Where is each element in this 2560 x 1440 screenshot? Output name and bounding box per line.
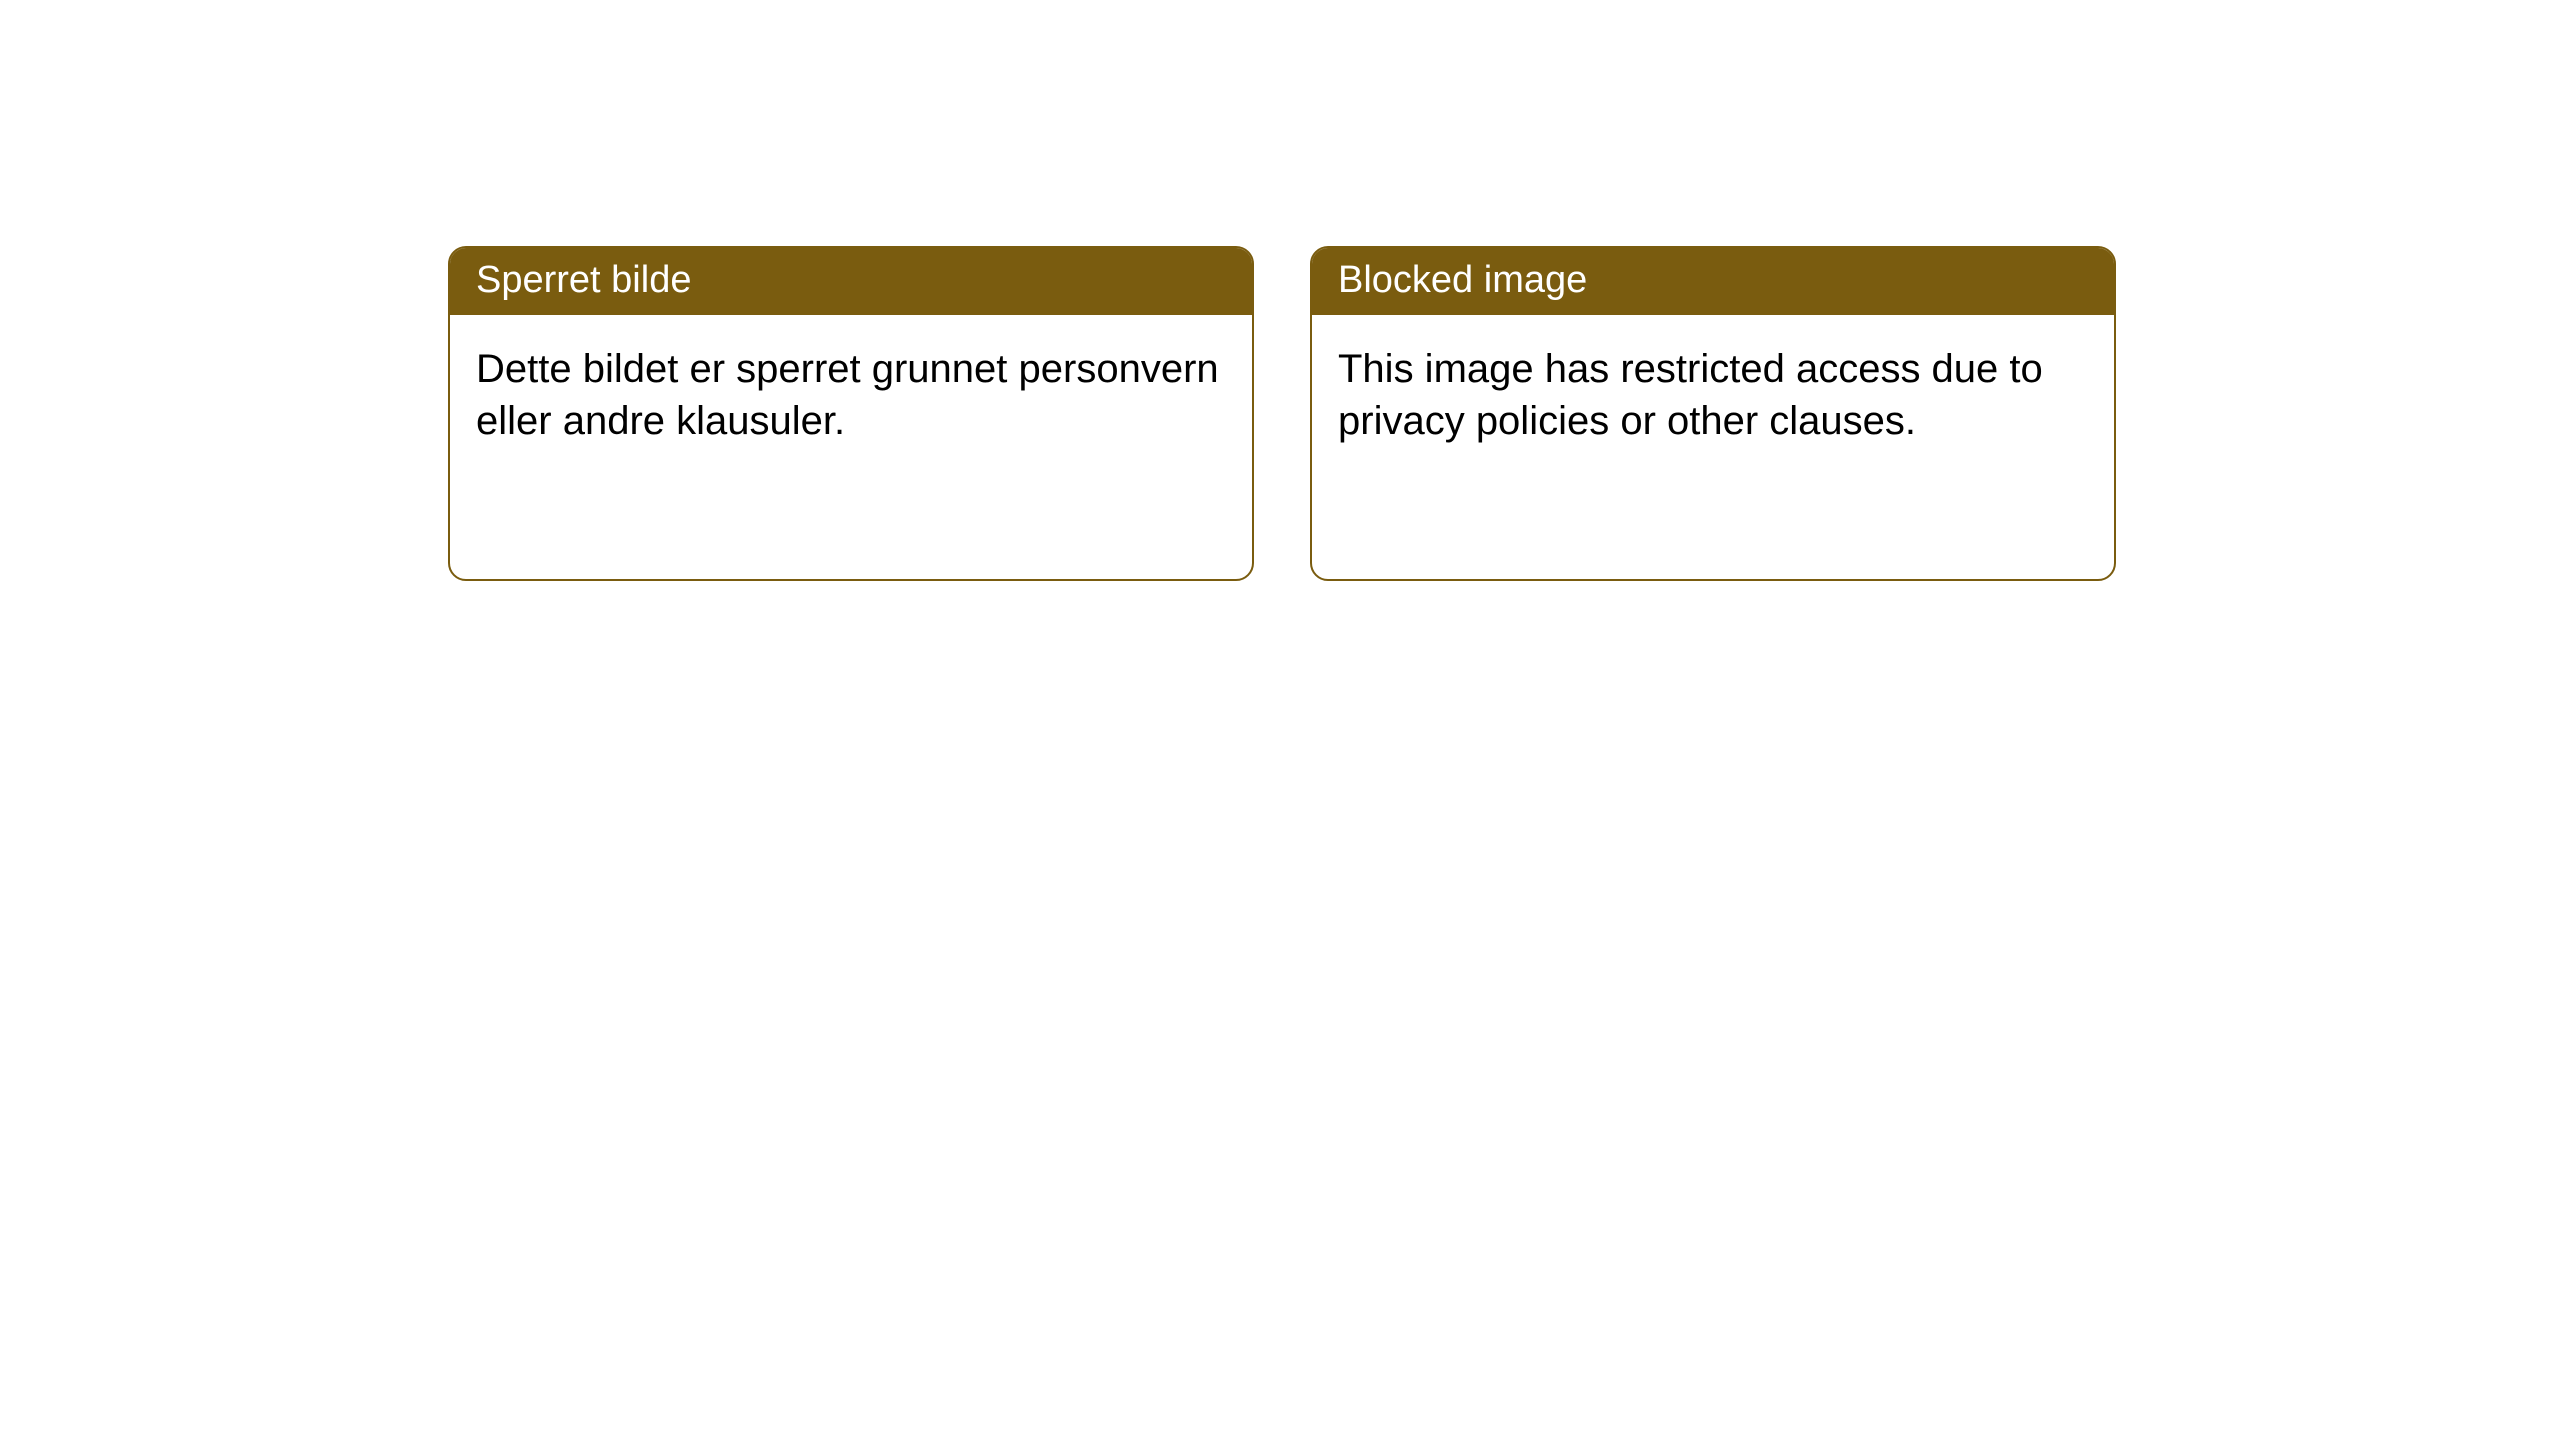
notice-body: Dette bildet er sperret grunnet personve… [450,315,1252,475]
notice-card-norwegian: Sperret bilde Dette bildet er sperret gr… [448,246,1254,581]
notice-header: Blocked image [1312,248,2114,315]
notice-container: Sperret bilde Dette bildet er sperret gr… [0,0,2560,581]
notice-card-english: Blocked image This image has restricted … [1310,246,2116,581]
notice-body-text: Dette bildet er sperret grunnet personve… [476,347,1219,443]
notice-title: Sperret bilde [476,259,691,301]
notice-header: Sperret bilde [450,248,1252,315]
notice-body-text: This image has restricted access due to … [1338,347,2043,443]
notice-title: Blocked image [1338,259,1587,301]
notice-body: This image has restricted access due to … [1312,315,2114,475]
